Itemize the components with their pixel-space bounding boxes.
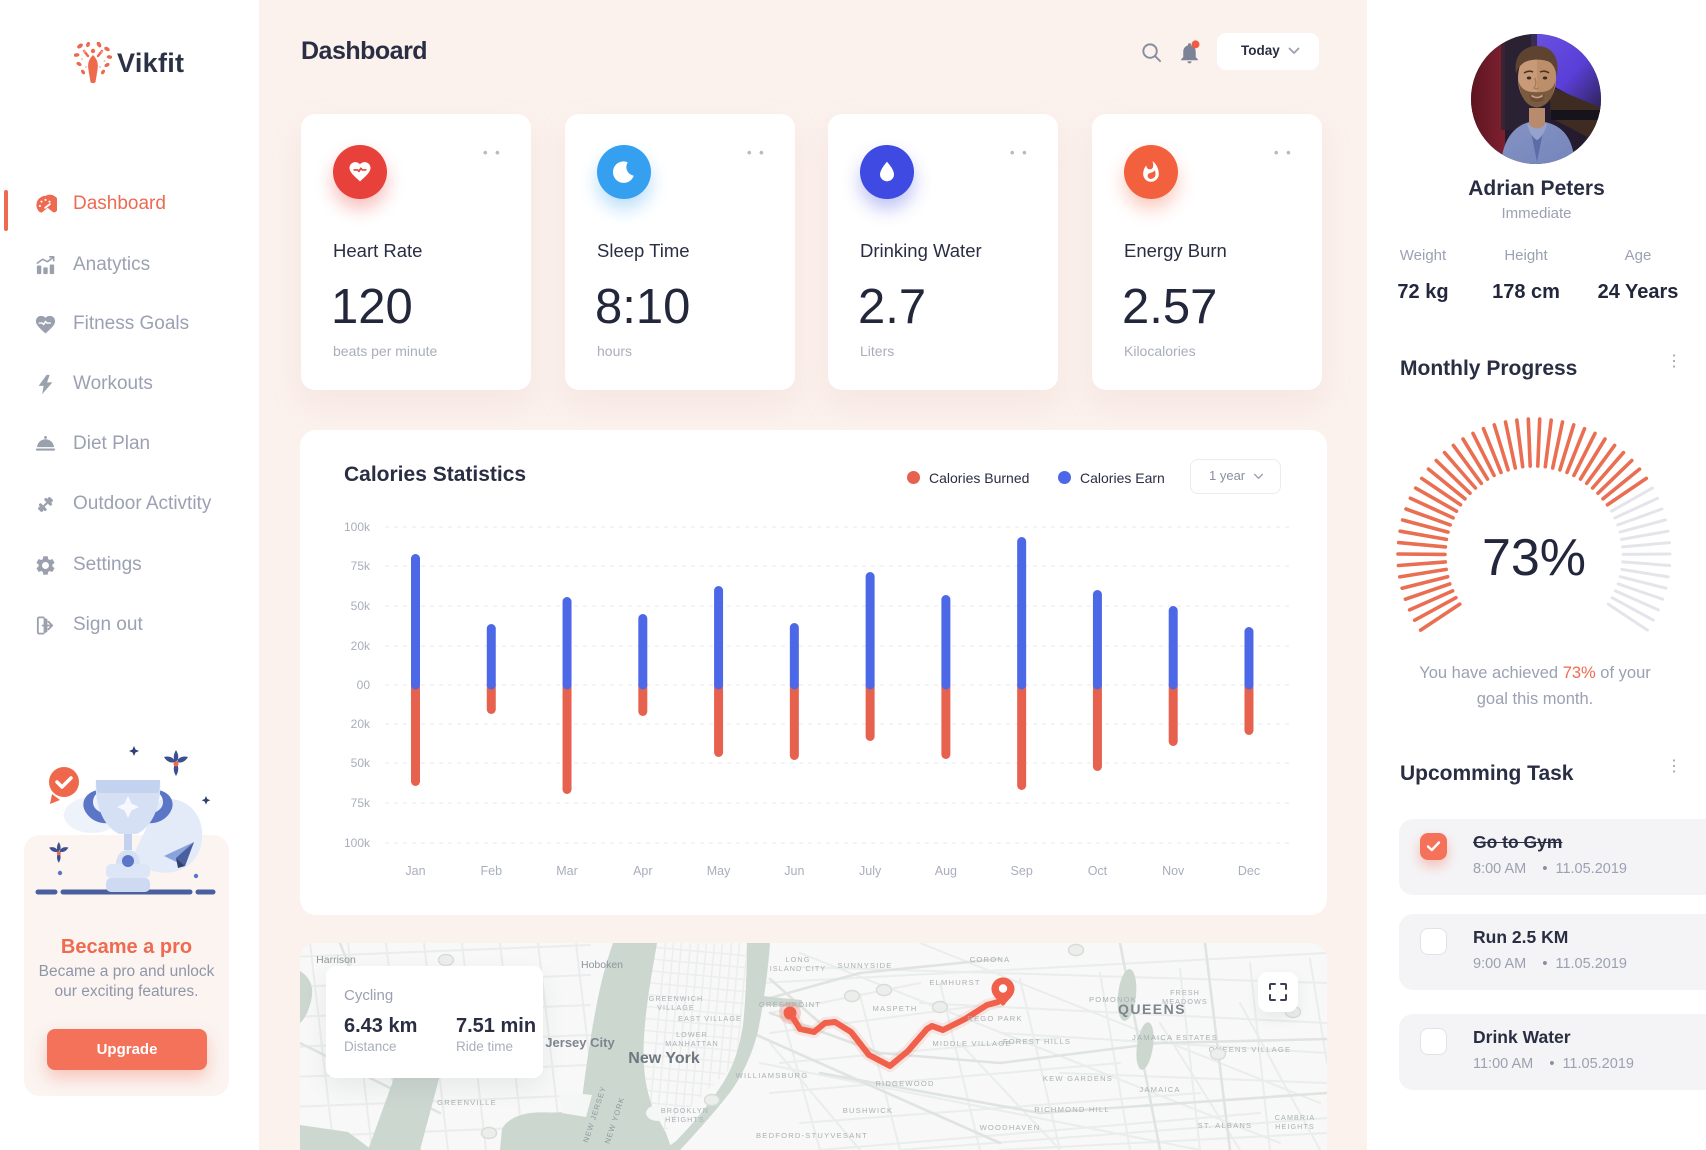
svg-text:Jan: Jan [405,864,425,878]
svg-text:ST. ALBANS: ST. ALBANS [1198,1121,1253,1130]
svg-text:Mar: Mar [556,864,578,878]
svg-text:BEDFORD-STUYVESANT: BEDFORD-STUYVESANT [756,1131,868,1140]
svg-text:Hoboken: Hoboken [581,959,623,971]
svg-text:Apr: Apr [633,864,652,878]
svg-text:MANHATTAN: MANHATTAN [665,1039,719,1048]
svg-text:Nov: Nov [1162,864,1185,878]
svg-text:CAMBRIA: CAMBRIA [1275,1113,1315,1122]
svg-text:POMONOK: POMONOK [1089,995,1137,1004]
svg-text:00: 00 [357,678,371,692]
svg-text:20k: 20k [351,717,371,731]
svg-text:Jersey City: Jersey City [545,1035,615,1050]
svg-text:GREENWICH: GREENWICH [649,994,704,1003]
svg-text:100k: 100k [344,520,371,534]
svg-text:BROOKLYN: BROOKLYN [661,1106,709,1115]
svg-text:HEIGHTS: HEIGHTS [1275,1122,1315,1131]
svg-text:HEIGHTS: HEIGHTS [665,1115,705,1124]
svg-text:ISLAND CITY: ISLAND CITY [770,964,826,973]
svg-text:New York: New York [628,1050,700,1067]
svg-text:GREENPOINT: GREENPOINT [759,1000,821,1009]
svg-text:Jun: Jun [784,864,804,878]
svg-text:100k: 100k [344,836,371,850]
svg-text:QUEENS VILLAGE: QUEENS VILLAGE [1209,1045,1292,1054]
svg-text:FRESH: FRESH [1170,988,1200,997]
svg-text:May: May [707,864,731,878]
svg-text:JAMAICA ESTATES: JAMAICA ESTATES [1132,1033,1218,1042]
svg-text:MASPETH: MASPETH [872,1004,917,1013]
svg-text:VILLAGE: VILLAGE [657,1003,695,1012]
svg-text:CORONA: CORONA [970,955,1011,964]
svg-text:20k: 20k [351,639,371,653]
svg-text:Dec: Dec [1238,864,1260,878]
svg-text:Oct: Oct [1088,864,1108,878]
svg-text:WOODHAVEN: WOODHAVEN [980,1123,1041,1132]
svg-text:LONG: LONG [786,955,811,964]
svg-text:BUSHWICK: BUSHWICK [843,1106,894,1115]
svg-text:75k: 75k [351,796,371,810]
svg-text:RIDGEWOOD: RIDGEWOOD [875,1079,934,1088]
svg-text:QUEENS: QUEENS [1118,1001,1186,1017]
svg-text:REGO PARK: REGO PARK [967,1014,1022,1023]
svg-text:50k: 50k [351,599,371,613]
svg-text:SUNNYSIDE: SUNNYSIDE [837,961,892,970]
svg-text:KEW GARDENS: KEW GARDENS [1043,1074,1113,1083]
svg-text:FOREST HILLS: FOREST HILLS [1003,1037,1071,1046]
svg-text:Sep: Sep [1011,864,1033,878]
svg-text:Aug: Aug [935,864,957,878]
svg-text:EAST VILLAGE: EAST VILLAGE [678,1014,742,1023]
svg-text:GREENVILLE: GREENVILLE [437,1098,497,1107]
svg-text:LOWER: LOWER [676,1030,708,1039]
svg-text:75k: 75k [351,559,371,573]
svg-text:MEADOWS: MEADOWS [1162,997,1208,1006]
svg-text:MIDDLE VILLAGE: MIDDLE VILLAGE [932,1039,1011,1048]
svg-text:Harrison: Harrison [316,954,356,966]
svg-text:50k: 50k [351,756,371,770]
svg-text:July: July [859,864,882,878]
svg-text:JAMAICA: JAMAICA [1139,1085,1180,1094]
svg-text:Feb: Feb [480,864,502,878]
svg-text:WILLIAMSBURG: WILLIAMSBURG [736,1071,809,1080]
svg-text:ELMHURST: ELMHURST [929,978,980,987]
svg-text:RICHMOND HILL: RICHMOND HILL [1034,1105,1110,1114]
